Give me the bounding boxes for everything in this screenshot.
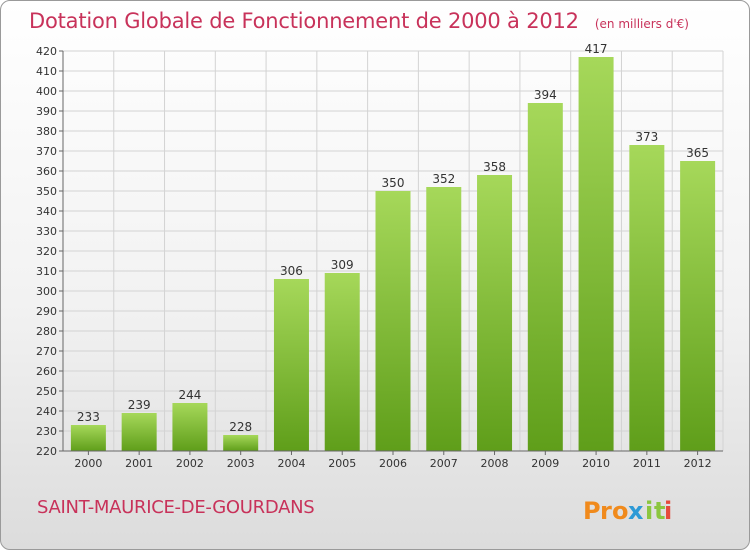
y-tick-label: 380	[36, 125, 57, 138]
x-tick-label: 2011	[633, 457, 661, 470]
x-tick-label: 2009	[531, 457, 559, 470]
x-tick-label: 2002	[176, 457, 204, 470]
logo-letter: o	[612, 497, 629, 525]
data-label: 394	[534, 88, 557, 102]
bar-2006	[376, 191, 411, 451]
bar-2008	[477, 175, 512, 451]
bar-2009	[528, 103, 563, 451]
x-tick-label: 2000	[74, 457, 102, 470]
data-label: 358	[483, 160, 506, 174]
x-tick-label: 2008	[481, 457, 509, 470]
y-tick-label: 310	[36, 265, 57, 278]
y-tick-label: 330	[36, 225, 57, 238]
y-tick-label: 260	[36, 365, 57, 378]
bar-2000	[71, 425, 106, 451]
bar-2005	[325, 273, 360, 451]
y-tick-label: 280	[36, 325, 57, 338]
bar-2001	[122, 413, 157, 451]
x-tick-label: 2001	[125, 457, 153, 470]
data-label: 244	[178, 388, 201, 402]
data-label: 306	[280, 264, 303, 278]
logo-letter: x	[628, 497, 644, 525]
logo-letter: i	[664, 497, 672, 525]
y-tick-label: 230	[36, 425, 57, 438]
y-tick-label: 350	[36, 185, 57, 198]
logo-letter: P	[583, 497, 601, 525]
data-label: 365	[686, 146, 709, 160]
bar-2010	[579, 57, 614, 451]
y-tick-label: 220	[36, 445, 57, 458]
y-tick-label: 410	[36, 65, 57, 78]
bar-2003	[223, 435, 258, 451]
bar-2012	[680, 161, 715, 451]
data-label: 352	[432, 172, 455, 186]
x-tick-label: 2007	[430, 457, 458, 470]
x-tick-label: 2010	[582, 457, 610, 470]
data-label: 239	[128, 398, 151, 412]
y-tick-label: 400	[36, 85, 57, 98]
x-tick-label: 2003	[227, 457, 255, 470]
data-label: 228	[229, 420, 252, 434]
bar-2011	[629, 145, 664, 451]
data-label: 350	[382, 176, 405, 190]
y-tick-label: 240	[36, 405, 57, 418]
y-tick-label: 300	[36, 285, 57, 298]
y-tick-label: 360	[36, 165, 57, 178]
y-tick-label: 270	[36, 345, 57, 358]
bars	[71, 57, 715, 451]
data-label: 417	[585, 42, 608, 56]
logo-letter: i	[645, 497, 653, 525]
chart-frame: Dotation Globale de Fonctionnement de 20…	[0, 0, 750, 550]
y-tick-label: 370	[36, 145, 57, 158]
y-tick-label: 420	[36, 45, 57, 58]
y-tick-label: 290	[36, 305, 57, 318]
x-tick-label: 2006	[379, 457, 407, 470]
x-tick-label: 2005	[328, 457, 356, 470]
y-tick-label: 340	[36, 205, 57, 218]
bar-2004	[274, 279, 309, 451]
bar-2002	[172, 403, 207, 451]
logo-letter: r	[600, 497, 612, 525]
x-tick-label: 2012	[684, 457, 712, 470]
y-tick-label: 250	[36, 385, 57, 398]
bar-2007	[426, 187, 461, 451]
x-tick-label: 2004	[277, 457, 305, 470]
y-tick-label: 320	[36, 245, 57, 258]
data-label: 233	[77, 410, 100, 424]
data-label: 309	[331, 258, 354, 272]
y-tick-label: 390	[36, 105, 57, 118]
bar-chart: 220 230 240 250 260 270 280 290 300 310 320 330 340 3…	[1, 1, 750, 491]
data-label: 373	[635, 130, 658, 144]
commune-name: SAINT-MAURICE-DE-GOURDANS	[37, 497, 314, 518]
